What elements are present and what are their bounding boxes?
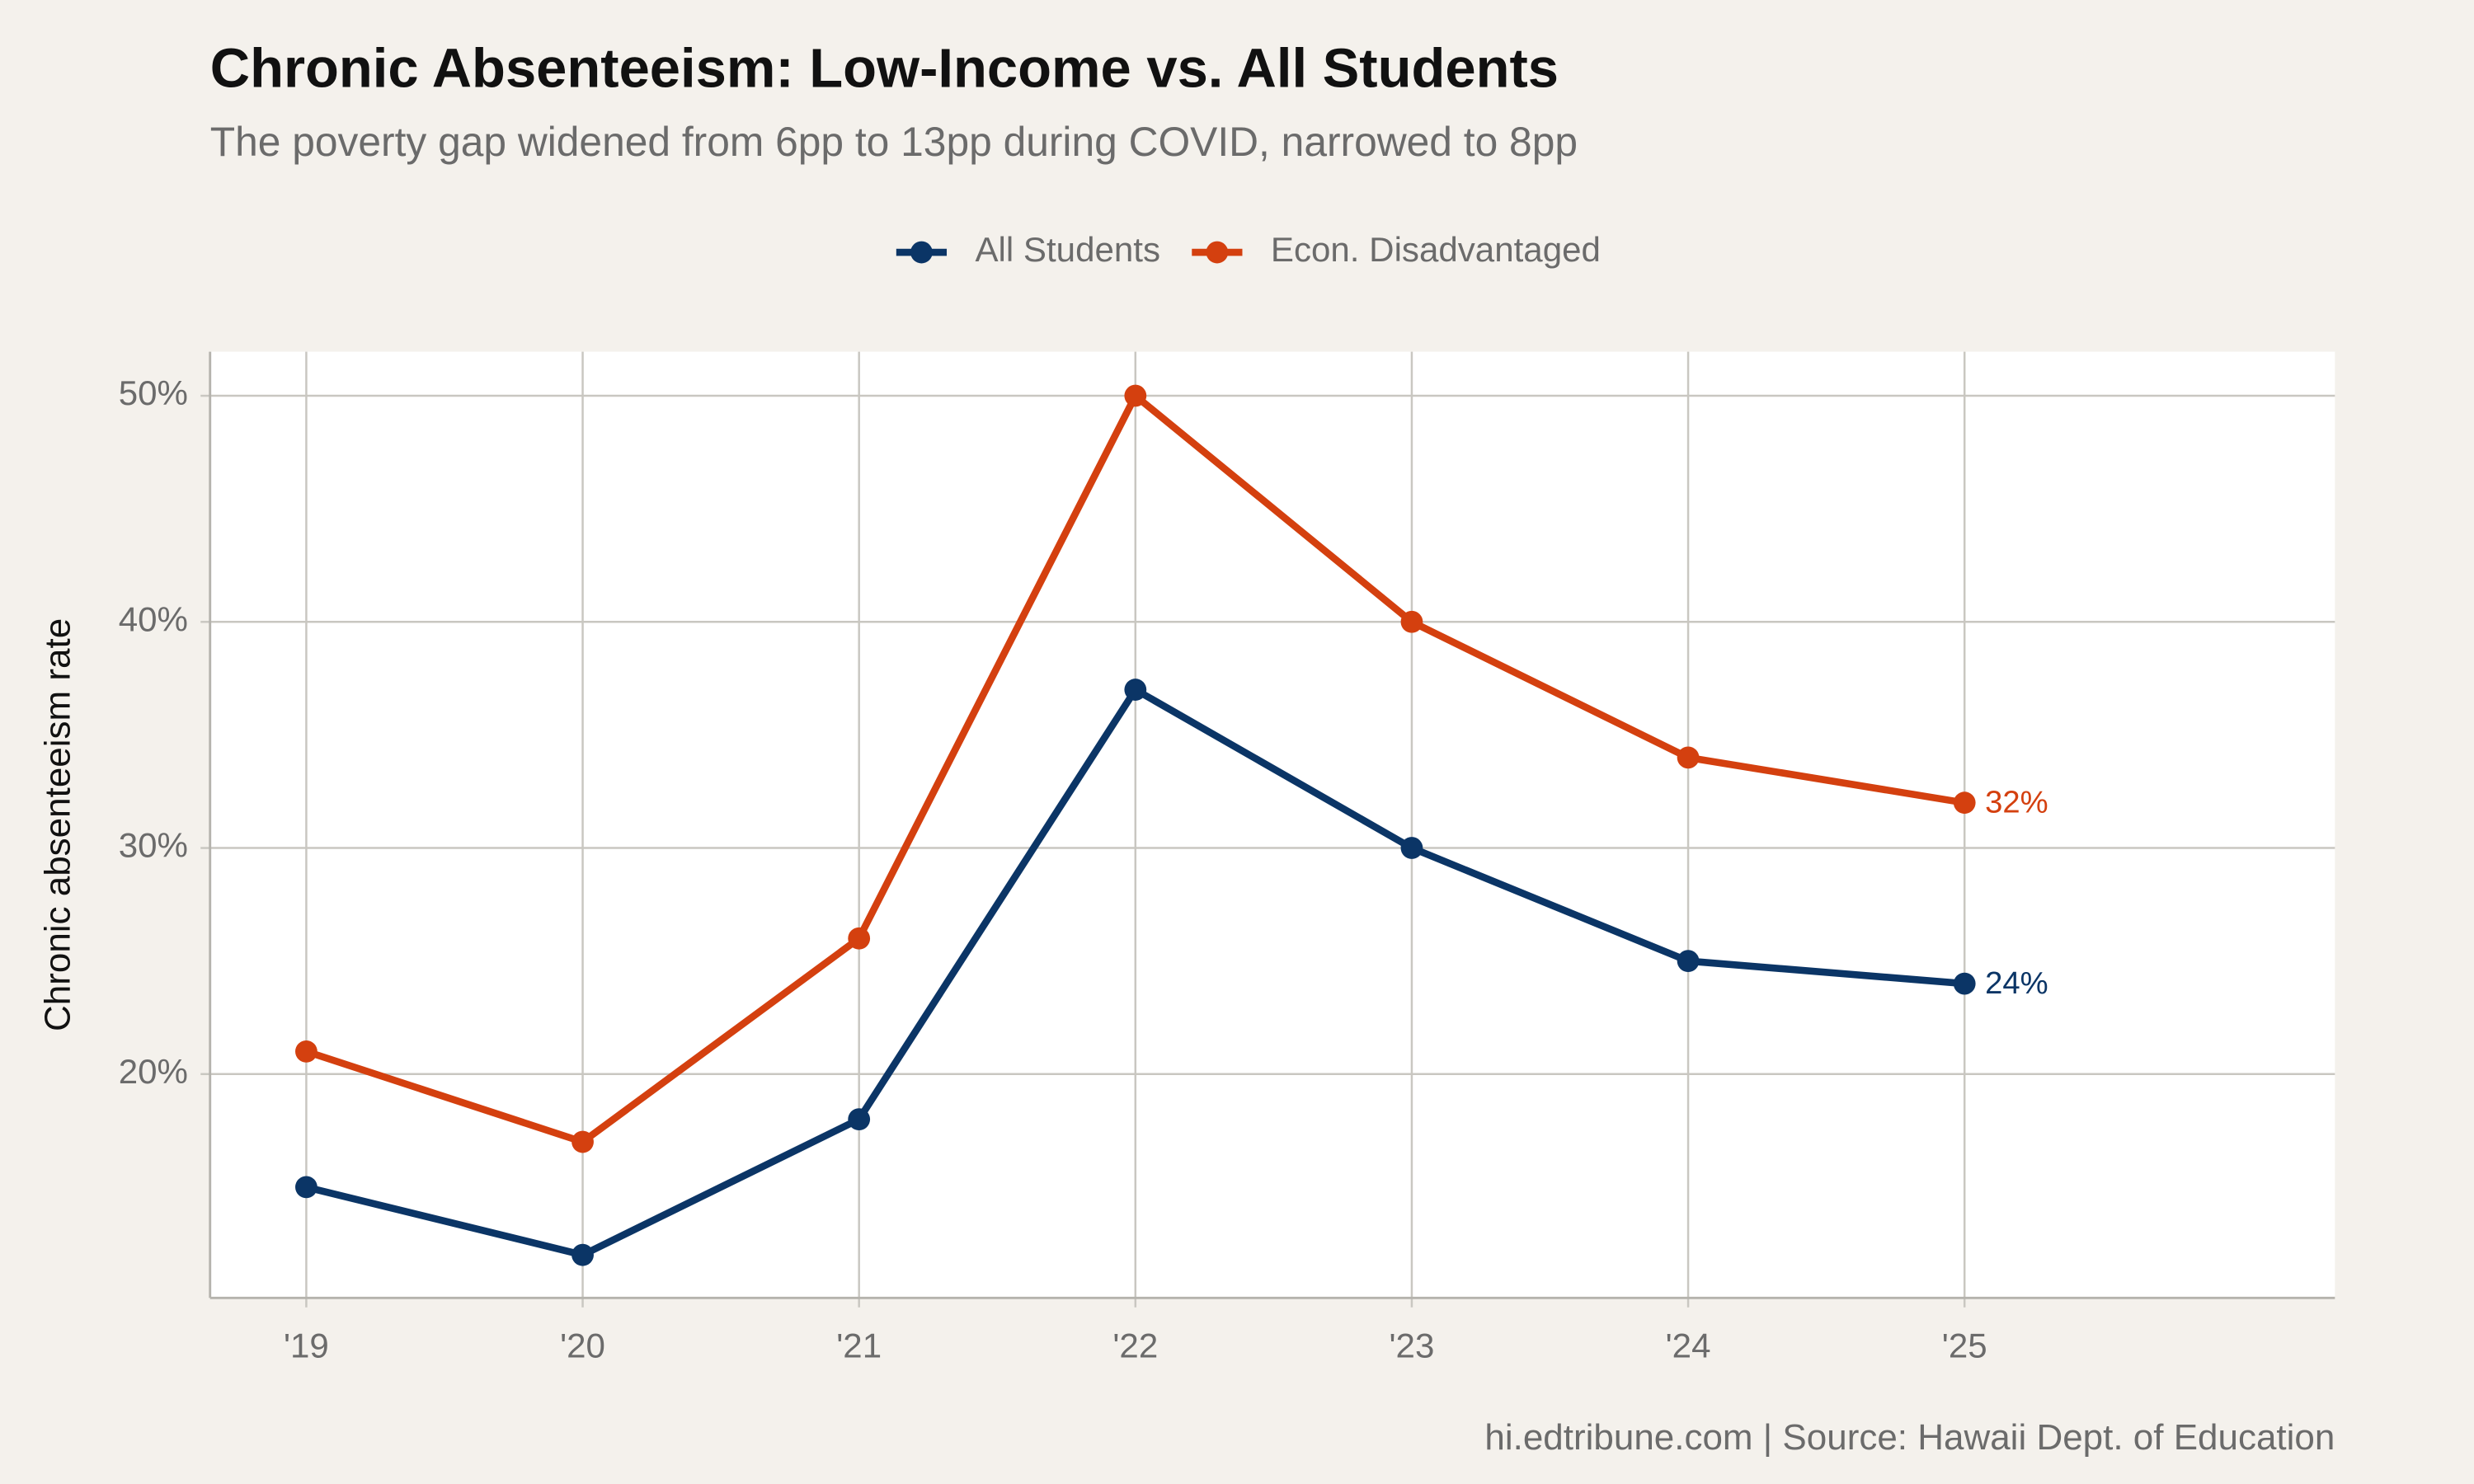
legend-label: Econ. Disadvantaged	[1271, 230, 1601, 269]
y-axis-label: Chronic absenteeism rate	[38, 618, 78, 1031]
y-tick-label: 50%	[119, 373, 188, 412]
chart-title: Chronic Absenteeism: Low-Income vs. All …	[210, 38, 1559, 100]
x-tick-label: '22	[1112, 1327, 1158, 1365]
data-point	[1400, 837, 1423, 859]
data-label: 32%	[1985, 785, 2048, 820]
data-point	[1953, 791, 1976, 815]
legend-key	[910, 241, 933, 264]
data-point	[1124, 679, 1147, 701]
x-tick-label: '20	[560, 1327, 605, 1365]
legend-label: All Students	[975, 230, 1160, 269]
y-tick-label: 40%	[119, 599, 188, 638]
data-point	[1677, 746, 1700, 769]
x-tick-label: '25	[1942, 1327, 1987, 1365]
data-point	[1400, 610, 1423, 633]
x-tick-label: '19	[284, 1327, 329, 1365]
plot-panel	[209, 351, 2335, 1298]
y-tick-label: 30%	[119, 826, 188, 865]
data-point	[571, 1130, 594, 1153]
data-point	[1953, 972, 1976, 995]
data-point	[848, 927, 871, 950]
caption: hi.edtribune.com | Source: Hawaii Dept. …	[1484, 1417, 2335, 1458]
legend-key	[1206, 241, 1229, 264]
x-tick-label: '21	[836, 1327, 882, 1365]
data-point	[848, 1108, 871, 1131]
data-label: 24%	[1985, 965, 2048, 1001]
data-point	[571, 1243, 594, 1266]
x-tick-label: '23	[1390, 1327, 1435, 1365]
data-point	[295, 1040, 317, 1063]
data-point	[1677, 950, 1700, 973]
y-tick-label: 20%	[119, 1052, 188, 1091]
x-tick-label: '24	[1666, 1327, 1711, 1365]
data-point	[295, 1176, 317, 1199]
chart-subtitle: The poverty gap widened from 6pp to 13pp…	[210, 119, 1578, 165]
data-point	[1124, 384, 1147, 407]
